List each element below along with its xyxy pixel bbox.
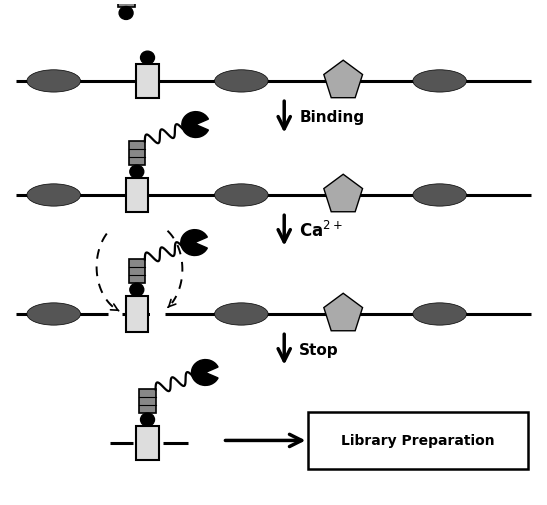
Ellipse shape — [413, 71, 467, 93]
Circle shape — [141, 413, 154, 426]
Circle shape — [119, 8, 133, 20]
Circle shape — [130, 284, 144, 296]
Bar — [129, 142, 145, 166]
Bar — [129, 260, 145, 284]
Ellipse shape — [214, 184, 268, 207]
Circle shape — [141, 52, 154, 65]
Bar — [118, 0, 135, 8]
Ellipse shape — [214, 303, 268, 326]
Bar — [126, 296, 148, 332]
Ellipse shape — [27, 184, 80, 207]
Text: Stop: Stop — [299, 342, 339, 357]
Ellipse shape — [413, 184, 467, 207]
Polygon shape — [324, 175, 363, 212]
Bar — [136, 426, 159, 460]
Polygon shape — [324, 294, 363, 331]
Polygon shape — [324, 61, 363, 98]
Bar — [139, 389, 155, 413]
Wedge shape — [181, 230, 207, 256]
Circle shape — [130, 166, 144, 179]
Text: Library Preparation: Library Preparation — [341, 434, 495, 447]
Wedge shape — [191, 360, 218, 386]
Ellipse shape — [214, 71, 268, 93]
Bar — [309, 412, 528, 469]
Wedge shape — [182, 113, 208, 138]
Ellipse shape — [27, 71, 80, 93]
Bar — [136, 65, 159, 98]
Bar — [126, 179, 148, 213]
Ellipse shape — [413, 303, 467, 326]
Text: Binding: Binding — [299, 110, 364, 125]
Ellipse shape — [27, 303, 80, 326]
Text: Ca$^{2+}$: Ca$^{2+}$ — [299, 221, 343, 241]
